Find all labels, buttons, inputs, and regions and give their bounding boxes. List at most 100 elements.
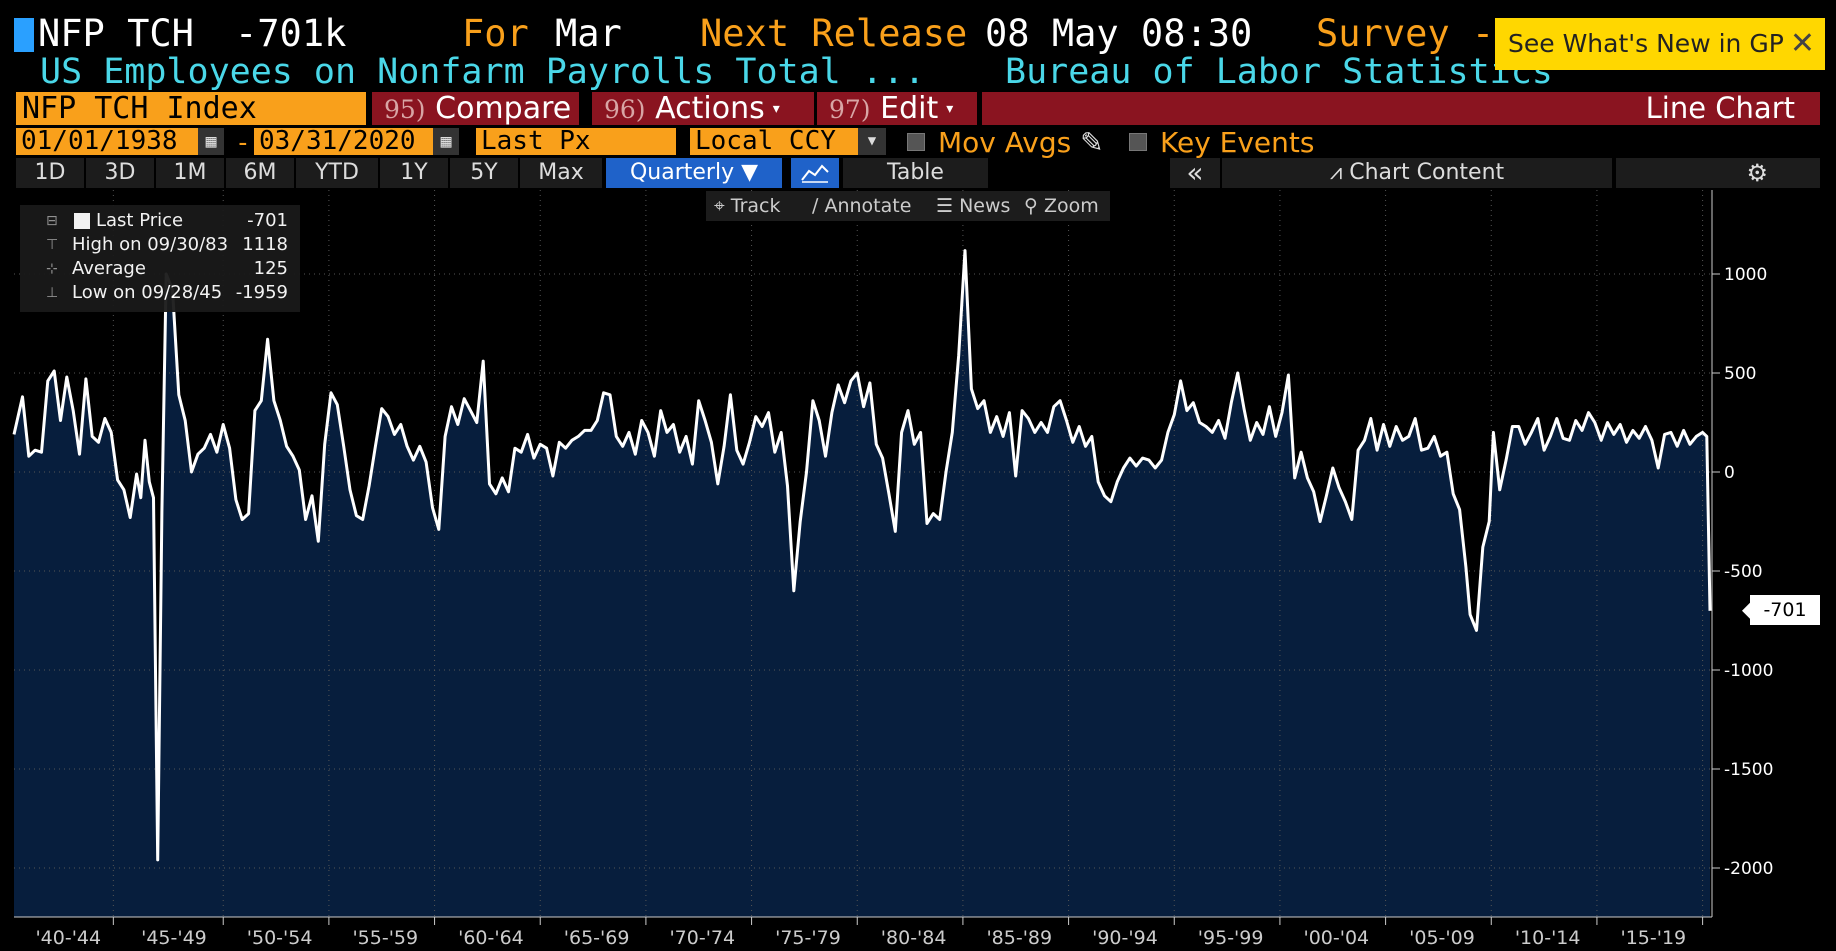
average-marker-icon: ⊹ bbox=[46, 261, 58, 277]
chevron-down-icon[interactable]: ▼ bbox=[858, 128, 886, 155]
series-swatch bbox=[74, 213, 90, 229]
edit-button[interactable]: 97) Edit ▾ bbox=[817, 92, 977, 125]
x-tick-label: '80-'84 bbox=[881, 927, 947, 949]
pencil-icon[interactable]: ✎ bbox=[1080, 126, 1104, 159]
edit-number: 97) bbox=[829, 95, 871, 124]
actions-button[interactable]: 96) Actions ▾ bbox=[592, 92, 814, 125]
low-marker-icon: ⊥ bbox=[46, 285, 59, 301]
x-tick-label: '95-'99 bbox=[1198, 927, 1264, 949]
compare-number: 95) bbox=[384, 95, 426, 124]
change-value: -701k bbox=[235, 12, 347, 55]
period-1m-button[interactable]: 1M bbox=[156, 158, 224, 188]
chart-content-button[interactable]: ⩘ Chart Content bbox=[1222, 158, 1612, 188]
compare-label: Compare bbox=[435, 91, 572, 126]
survey-label: Survey - bbox=[1316, 12, 1495, 55]
x-tick-label: '10-'14 bbox=[1515, 927, 1581, 949]
collapse-icon[interactable]: « bbox=[1170, 158, 1220, 188]
edit-label: Edit bbox=[880, 91, 939, 126]
whats-new-notice[interactable]: See What's New in GP ✕ bbox=[1495, 18, 1825, 70]
calendar-icon[interactable]: ▦ bbox=[198, 128, 224, 155]
x-tick-label: '90-'94 bbox=[1092, 927, 1158, 949]
high-marker-icon: ⊤ bbox=[46, 237, 59, 253]
crosshair-icon: ⌖ bbox=[714, 195, 725, 217]
actions-label: Actions bbox=[655, 91, 765, 126]
calendar-icon[interactable]: ▦ bbox=[433, 128, 459, 155]
legend-label: Last Price bbox=[96, 210, 184, 231]
key-events-label: Key Events bbox=[1160, 126, 1315, 159]
last-value-pointer bbox=[1742, 602, 1750, 619]
caret-down-icon: ▾ bbox=[772, 101, 780, 117]
period-6m-button[interactable]: 6M bbox=[226, 158, 294, 188]
key-events-checkbox[interactable] bbox=[1129, 133, 1147, 151]
gear-icon[interactable]: ⚙ bbox=[1616, 158, 1820, 188]
x-tick-label: '65-'69 bbox=[564, 927, 630, 949]
security-description: US Employees on Nonfarm Payrolls Total .… bbox=[40, 52, 926, 92]
period-1y-button[interactable]: 1Y bbox=[380, 158, 448, 188]
text-cursor bbox=[14, 18, 34, 52]
data-source: Bureau of Labor Statistics bbox=[1005, 52, 1553, 92]
x-tick-label: '00-'04 bbox=[1303, 927, 1369, 949]
end-date-field[interactable]: 03/31/2020 bbox=[254, 128, 434, 155]
legend-average: ⊹ Average 125 bbox=[28, 258, 298, 282]
period-5y-button[interactable]: 5Y bbox=[450, 158, 518, 188]
track-tool[interactable]: ⌖ Track bbox=[714, 195, 781, 217]
y-tick-label: 0 bbox=[1724, 463, 1735, 483]
y-tick-label: 1000 bbox=[1724, 265, 1767, 285]
range-toolbar: 01/01/1938 ▦ - 03/31/2020 ▦ Last Px Loca… bbox=[0, 126, 1836, 159]
x-tick-label: '55-'59 bbox=[352, 927, 418, 949]
chart-content-icon: ⩘ bbox=[1329, 160, 1350, 185]
period-1d-button[interactable]: 1D bbox=[16, 158, 84, 188]
series-area bbox=[14, 250, 1710, 918]
date-separator: - bbox=[235, 128, 251, 158]
mov-avgs-label: Mov Avgs ✎ bbox=[938, 126, 1104, 159]
chart-legend[interactable]: ⊟ Last Price -701 ⊤ High on 09/30/83 111… bbox=[20, 205, 300, 312]
x-tick-label: '40-'44 bbox=[35, 927, 101, 949]
legend-value: 125 bbox=[253, 258, 288, 279]
mov-avgs-checkbox[interactable] bbox=[907, 133, 925, 151]
magnifier-icon: ⚲ bbox=[1024, 195, 1038, 217]
legend-label: Average bbox=[72, 258, 146, 279]
x-tick-label: '50-'54 bbox=[247, 927, 313, 949]
start-date-field[interactable]: 01/01/1938 bbox=[16, 128, 206, 155]
period-max-button[interactable]: Max bbox=[520, 158, 602, 188]
x-tick-label: '05-'09 bbox=[1409, 927, 1475, 949]
period-ytd-button[interactable]: YTD bbox=[296, 158, 378, 188]
y-tick-label: -1000 bbox=[1724, 661, 1773, 681]
news-tool[interactable]: ☰ News bbox=[936, 195, 1011, 217]
news-icon: ☰ bbox=[936, 195, 954, 217]
price-field-select[interactable]: Last Px bbox=[476, 128, 676, 155]
frequency-select[interactable]: Quarterly ▼ bbox=[606, 158, 782, 188]
chart-svg[interactable]: 1000 500 0 -500 -1000 -1500 -2000 '40-'44 '45-'4… bbox=[0, 190, 1836, 951]
command-toolbar: NFP TCH Index 95) Compare 96) Actions ▾ 9… bbox=[0, 90, 1836, 125]
compare-button[interactable]: 95) Compare bbox=[372, 92, 579, 125]
next-release-label: Next Release bbox=[700, 12, 968, 55]
period-bar: 1D 3D 1M 6M YTD 1Y 5Y Max Quarterly ▼ Ta… bbox=[0, 158, 1836, 190]
y-tick-label: 500 bbox=[1724, 364, 1756, 384]
currency-select[interactable]: Local CCY bbox=[690, 128, 875, 155]
line-chart-icon[interactable] bbox=[791, 158, 839, 188]
security-header: NFP TCH -701k For Mar Next Release 08 Ma… bbox=[0, 0, 1836, 55]
for-value: Mar bbox=[555, 12, 622, 55]
legend-label: High on 09/30/83 bbox=[72, 234, 229, 255]
for-label: For bbox=[462, 12, 529, 55]
legend-low: ⊥ Low on 09/28/45 -1959 bbox=[28, 282, 298, 306]
security-field[interactable]: NFP TCH Index bbox=[16, 92, 366, 125]
table-button[interactable]: Table bbox=[843, 158, 988, 188]
chart-type-label: Line Chart bbox=[982, 92, 1820, 125]
x-tick-label: '75-'79 bbox=[775, 927, 841, 949]
zoom-tool[interactable]: ⚲ Zoom bbox=[1024, 195, 1099, 217]
next-release-value: 08 May 08:30 bbox=[985, 12, 1253, 55]
period-3d-button[interactable]: 3D bbox=[86, 158, 154, 188]
pencil-icon: ∕ bbox=[812, 195, 819, 217]
close-icon[interactable]: ✕ bbox=[1789, 26, 1815, 61]
x-tick-label: '45-'49 bbox=[141, 927, 207, 949]
legend-value: -701 bbox=[247, 210, 288, 231]
x-tick-label: '15-'19 bbox=[1620, 927, 1686, 949]
y-tick-label: -500 bbox=[1724, 562, 1763, 582]
series-line bbox=[12, 249, 1712, 862]
annotate-tool[interactable]: ∕ Annotate bbox=[812, 195, 912, 217]
legend-label: Low on 09/28/45 bbox=[72, 282, 223, 303]
line-chart[interactable]: 1000 500 0 -500 -1000 -1500 -2000 '40-'44 '45-'4… bbox=[0, 190, 1836, 951]
x-tick-label: '85-'89 bbox=[986, 927, 1052, 949]
collapse-box-icon: ⊟ bbox=[46, 213, 58, 229]
